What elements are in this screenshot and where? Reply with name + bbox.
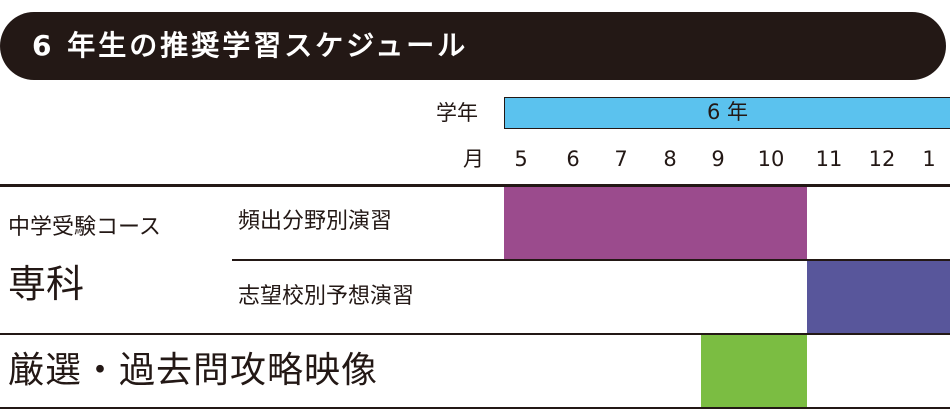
page-title: 6 年生の推奨学習スケジュール — [32, 29, 469, 62]
month-8: 8 — [663, 147, 677, 171]
row-school-prediction-label: 志望校別予想演習 — [238, 284, 415, 309]
bar-frequent-topics — [504, 186, 807, 260]
course-label: 中学受験コース — [8, 215, 161, 240]
divider-middle — [0, 333, 950, 335]
bar-school-prediction — [807, 260, 950, 334]
month-12: 12 — [868, 147, 896, 171]
month-7: 7 — [614, 147, 628, 171]
month-10: 10 — [757, 147, 785, 171]
month-row-label: 月 — [463, 147, 484, 171]
month-6: 6 — [566, 147, 580, 171]
grade-bar: 6 年 — [504, 97, 950, 129]
bar-past-exam-video — [701, 334, 807, 408]
divider-top — [0, 184, 950, 187]
month-11: 11 — [815, 147, 843, 171]
grade-value: 6 年 — [706, 100, 749, 124]
title-banner: 6 年生の推奨学習スケジュール — [0, 12, 946, 80]
month-1: 1 — [922, 147, 936, 171]
row-frequent-topics-label: 頻出分野別演習 — [238, 209, 393, 234]
divider-course-rows — [232, 259, 950, 261]
row-past-exam-video-label: 厳選・過去問攻略映像 — [8, 350, 379, 391]
month-5: 5 — [514, 147, 528, 171]
course-sub-label: 専科 — [8, 262, 85, 306]
grade-row-label: 学年 — [436, 101, 478, 125]
divider-bottom — [0, 407, 950, 409]
month-9: 9 — [711, 147, 725, 171]
